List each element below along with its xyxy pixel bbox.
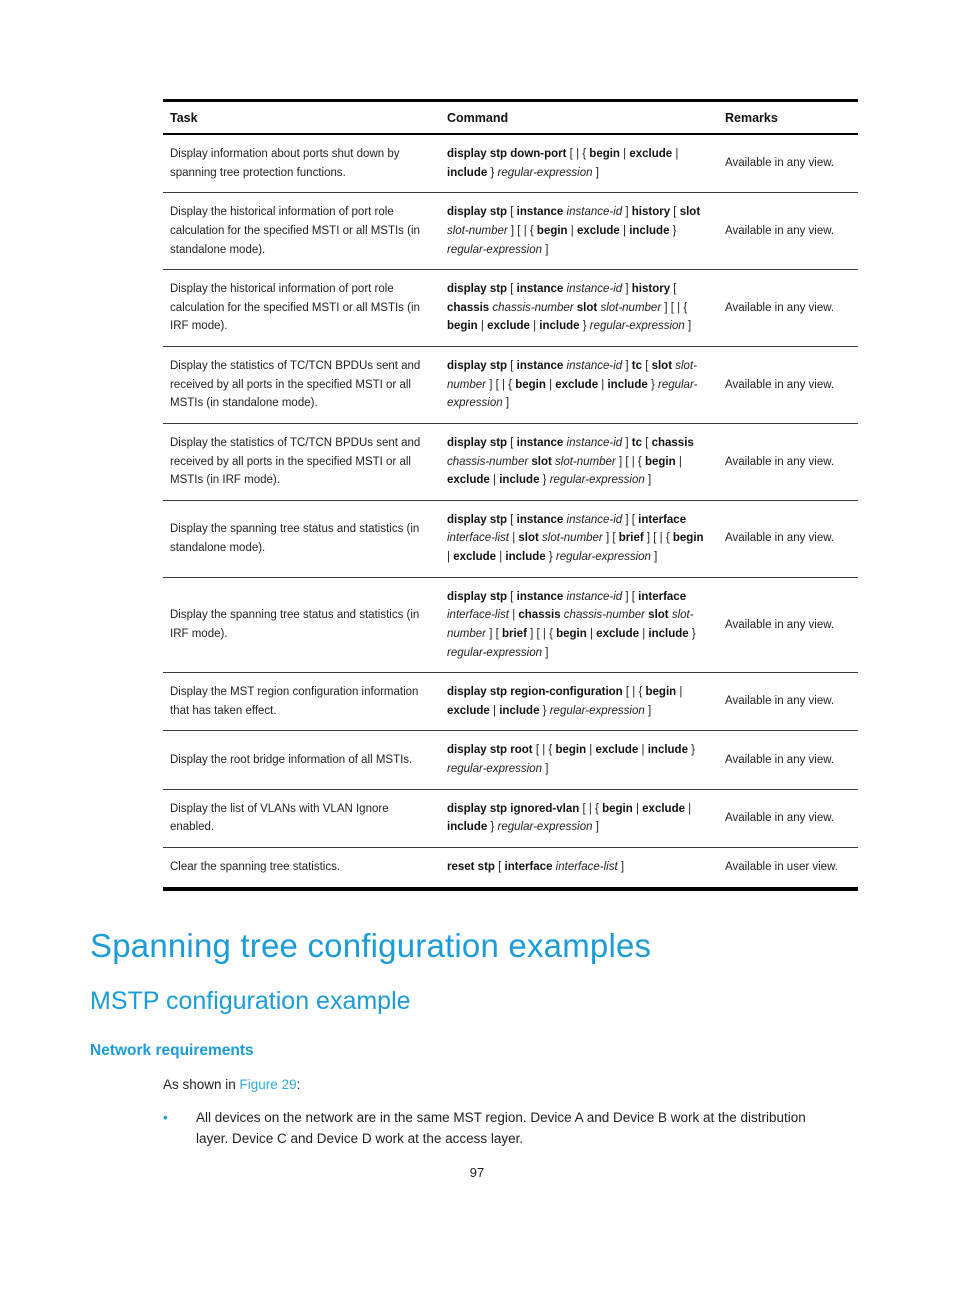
table-row: Display the spanning tree status and sta… [163,499,858,578]
command-cell: display stp ignored-vlan [ | { begin | e… [440,788,718,848]
list-item: • All devices on the network are in the … [163,1108,825,1150]
task-cell: Display the spanning tree status and sta… [163,576,440,673]
task-cell: Display the list of VLANs with VLAN Igno… [163,788,440,848]
command-reference-table: Task Command Remarks Display information… [163,99,858,891]
section-title: Spanning tree configuration examples [90,926,652,964]
remarks-cell: Available in any view. [718,422,858,501]
table-row: Display the historical information of po… [163,269,858,347]
command-cell: display stp root [ | { begin | exclude |… [440,730,718,790]
task-cell: Display the statistics of TC/TCN BPDUs s… [163,422,440,501]
bullet-icon: • [163,1110,168,1126]
remarks-cell: Available in any view. [718,269,858,347]
command-cell: display stp [ instance instance-id ] [ i… [440,499,718,578]
task-cell: Display the MST region configuration inf… [163,672,440,731]
subsection-title: MSTP configuration example [90,986,411,1015]
task-cell: Display the historical information of po… [163,269,440,347]
remarks-cell: Available in any view. [718,788,858,848]
column-header-remarks: Remarks [718,100,858,135]
table-row: Display the spanning tree status and sta… [163,576,858,673]
table-row: Display the statistics of TC/TCN BPDUs s… [163,422,858,501]
remarks-cell: Available in any view. [718,672,858,731]
remarks-cell: Available in any view. [725,157,835,170]
intro-paragraph: As shown in Figure 29: [163,1075,954,1095]
table-row: Display information about ports shut dow… [163,134,858,193]
column-header-command: Command [440,100,718,135]
command-cell: display stp [ instance instance-id ] his… [440,269,718,347]
command-cell: display stp region-configuration [ | { b… [440,672,718,731]
task-cell: Display the statistics of TC/TCN BPDUs s… [163,346,440,424]
requirements-list: • All devices on the network are in the … [163,1108,954,1150]
remarks-cell: Available in any view. [718,499,858,578]
remarks-cell: Available in any view. [718,576,858,673]
table-row: Display the list of VLANs with VLAN Igno… [163,788,858,848]
remarks-cell: Available in any view. [718,346,858,424]
command-table-body: Display information about ports shut dow… [163,134,858,889]
table-row: Display the MST region configuration inf… [163,672,858,731]
table-row: Display the statistics of TC/TCN BPDUs s… [163,346,858,424]
page-number: 97 [469,1165,485,1181]
remarks-cell: Available in user view. [718,846,858,889]
task-cell: Display information about ports shut dow… [170,148,400,179]
page-content: Task Command Remarks Display information… [90,99,954,1181]
table-row: Display the root bridge information of a… [163,730,858,790]
task-cell: Display the spanning tree status and sta… [163,499,440,578]
table-row: Clear the spanning tree statistics. reset… [163,846,858,889]
command-cell: display stp [ instance instance-id ] his… [440,192,718,270]
remarks-cell: Available in any view. [718,192,858,270]
command-cell: display stp [ instance instance-id ] tc … [440,346,718,424]
task-cell: Display the root bridge information of a… [163,730,440,790]
table-header-row: Task Command Remarks [163,100,858,135]
intro-text-suffix: : [296,1077,301,1092]
network-requirements-heading: Network requirements [90,1042,254,1059]
remarks-cell: Available in any view. [718,730,858,790]
command-cell: display stp down-port [ | { begin | excl… [447,148,679,179]
intro-text-prefix: As shown in [163,1077,240,1092]
figure-29-link[interactable]: Figure 29 [239,1077,297,1092]
command-cell: display stp [ instance instance-id ] tc … [440,422,718,501]
list-item-text: All devices on the network are in the sa… [196,1110,806,1147]
command-cell: reset stp [ interface interface-list ] [440,846,718,889]
task-cell: Clear the spanning tree statistics. [163,846,440,889]
command-cell: display stp [ instance instance-id ] [ i… [440,576,718,673]
column-header-task: Task [163,100,440,135]
task-cell: Display the historical information of po… [163,192,440,270]
table-row: Display the historical information of po… [163,192,858,270]
